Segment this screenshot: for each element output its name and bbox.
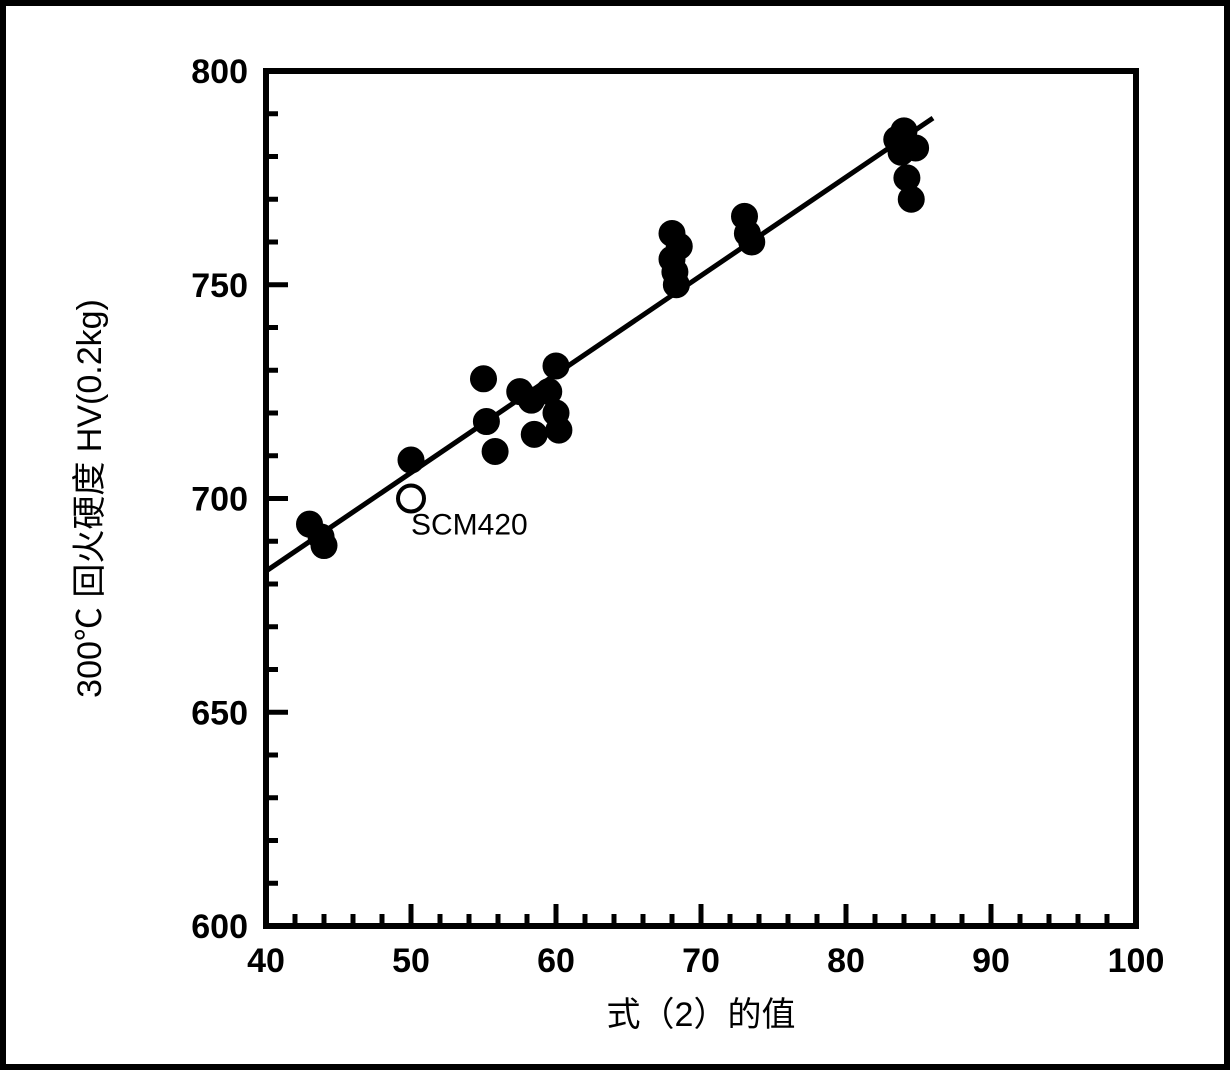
reference-point-label: SCM420 [411,509,528,542]
x-tick-label: 60 [537,942,575,980]
y-tick-label: 600 [191,908,248,946]
data-point [903,135,929,161]
x-axis-label: 式（2）的值 [607,996,796,1034]
y-tick-label: 650 [191,694,248,732]
data-point [543,353,569,379]
data-point [898,186,924,212]
data-point [739,229,765,255]
scatter-chart: 40 50 60 70 80 90 100 式（2）的值 600 650 700 750 800 300℃… [6,6,1224,1064]
y-axis-label: 300℃ 回火硬度 HV(0.2kg) [71,299,109,698]
x-tick-label: 50 [392,942,430,980]
y-tick-label: 700 [191,481,248,519]
data-point [666,233,692,259]
data-point [311,533,337,559]
data-point [473,409,499,435]
x-tick-label: 70 [682,942,720,980]
x-tick-label: 40 [247,942,285,980]
data-point [471,366,497,392]
x-tick-label: 90 [972,942,1010,980]
y-tick-label: 750 [191,267,248,305]
y-tick-label: 800 [191,53,248,91]
x-tick-label: 100 [1108,942,1165,980]
data-point [521,421,547,447]
data-point [482,438,508,464]
data-point [663,272,689,298]
chart-frame: 40 50 60 70 80 90 100 式（2）的值 600 650 700 750 800 300℃… [0,0,1230,1070]
data-point [546,417,572,443]
data-point [398,447,424,473]
x-tick-label: 80 [827,942,865,980]
